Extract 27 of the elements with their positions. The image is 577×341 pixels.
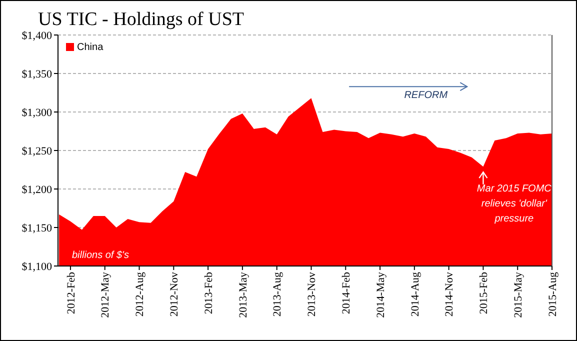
x-tick-label: 2013-Aug — [272, 272, 284, 317]
x-tick-label: 2012-Feb — [65, 272, 78, 314]
y-tick-label: $1,200 — [22, 184, 52, 196]
y-tick-label: $1,250 — [22, 145, 52, 158]
x-tick-label: 2012-Nov — [168, 272, 180, 317]
x-tick-label: 2013-Feb — [202, 272, 215, 314]
x-tick-label: 2015-Aug — [546, 272, 559, 317]
legend-label: China — [77, 42, 104, 53]
x-tick-label: 2012-May — [100, 272, 112, 318]
y-tick-label: $1,100 — [22, 260, 52, 273]
y-tick-label: $1,300 — [22, 106, 52, 119]
x-tick-label: 2014-Nov — [444, 272, 456, 317]
annotation: Mar 2015 FOMC relieves 'dollar' pressure — [476, 183, 552, 224]
y-tick-label: $1,400 — [22, 30, 52, 42]
x-tick-label: 2014-May — [374, 272, 387, 318]
y-tick-label: $1,150 — [22, 222, 52, 234]
y-tick-label: $1,350 — [22, 68, 52, 80]
chart-title: US TIC - Holdings of UST — [38, 9, 244, 30]
x-tick-label: 2013-May — [237, 272, 250, 318]
x-tick-label: 2015-May — [512, 272, 524, 318]
x-tick-label: 2012-Aug — [134, 272, 146, 317]
annotation: REFORM — [404, 90, 448, 102]
annotation: billions of $'s — [72, 250, 129, 261]
x-tick-label: 2013-Nov — [306, 272, 318, 317]
x-tick-label: 2015-Feb — [478, 272, 490, 314]
x-tick-label: 2014-Aug — [409, 272, 422, 317]
x-tick-label: 2014-Feb — [340, 272, 352, 314]
